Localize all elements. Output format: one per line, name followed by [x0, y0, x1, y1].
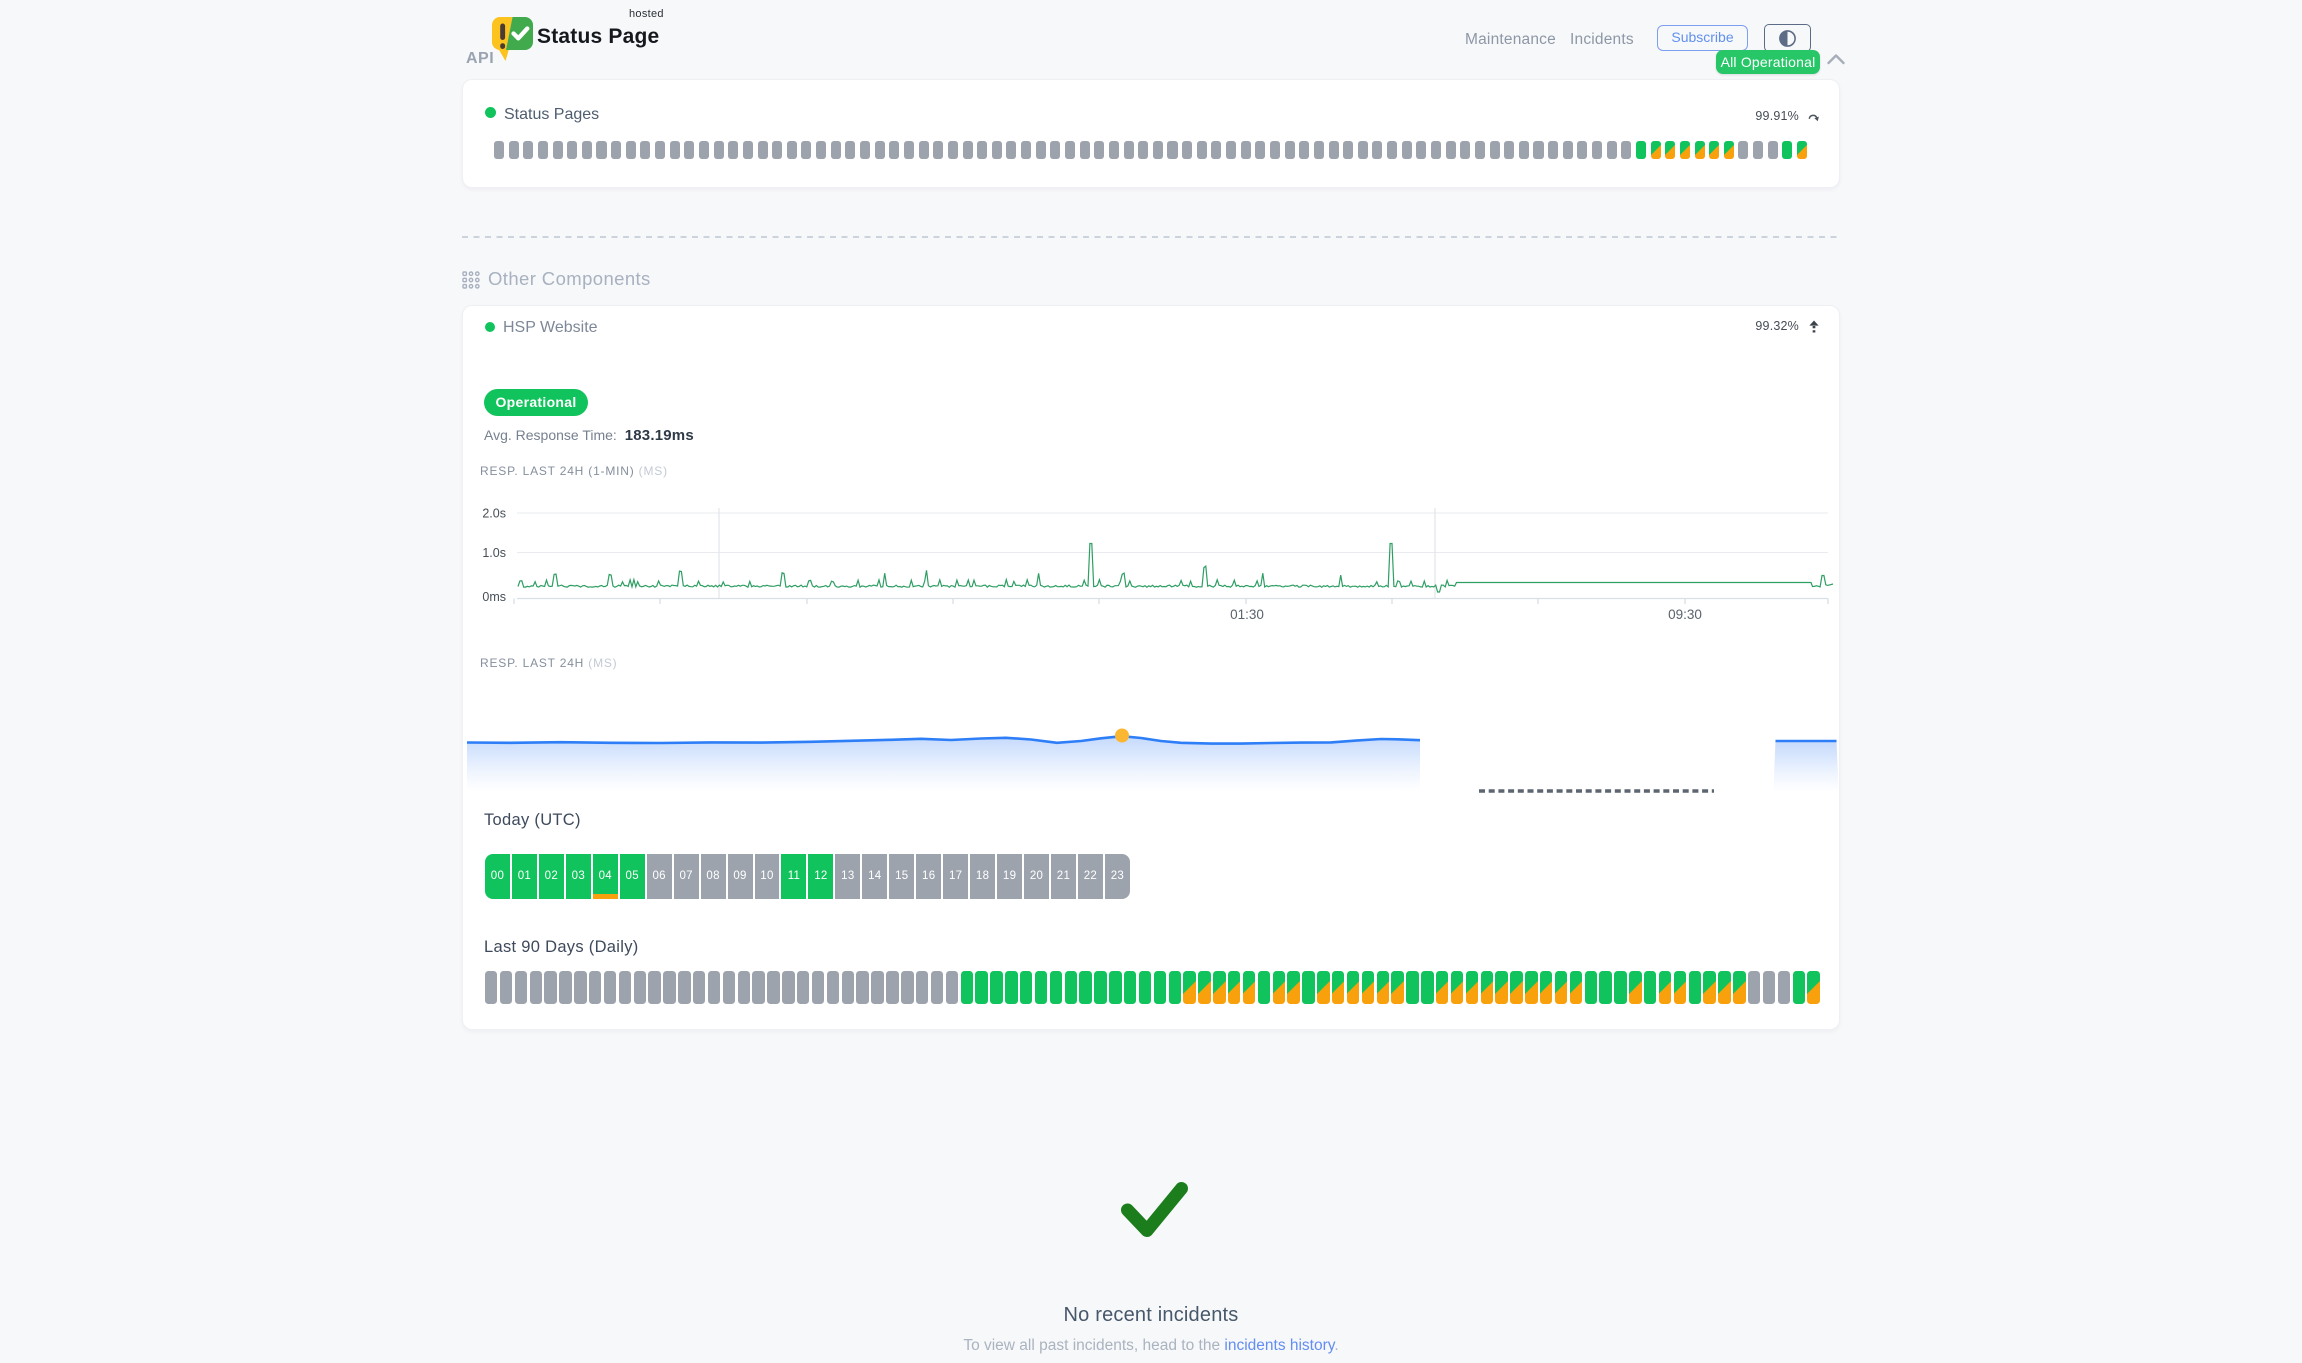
svg-text:09:30: 09:30 — [1668, 607, 1702, 622]
svg-text:2.0s: 2.0s — [482, 507, 506, 521]
svg-text:0ms: 0ms — [482, 590, 506, 604]
svg-text:01:30: 01:30 — [1230, 607, 1264, 622]
svg-text:1.0s: 1.0s — [482, 546, 506, 560]
